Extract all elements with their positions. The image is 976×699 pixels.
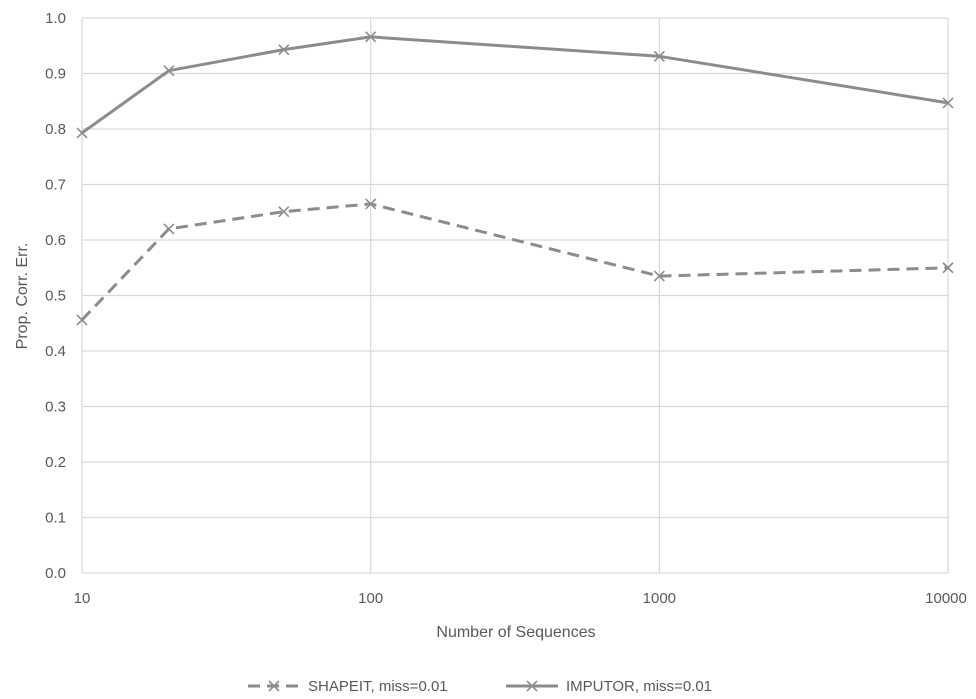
y-tick-label: 0.8 (45, 121, 66, 138)
data-point (653, 50, 665, 62)
x-tick-label: 10 (74, 590, 91, 607)
legend-label: IMPUTOR, miss=0.01 (566, 678, 712, 695)
y-tick-label: 0.4 (45, 343, 66, 360)
y-axis-title: Prop. Corr. Err. (14, 243, 31, 350)
data-point (365, 198, 377, 210)
axis-ticks: 0.0 0.1 0.2 0.3 0.4 0.5 0.6 0.7 0.8 0.9 1.0 10 100 10… (45, 10, 967, 607)
data-point (163, 65, 175, 77)
legend-item: IMPUTOR, miss=0.01 (506, 678, 712, 695)
data-point (526, 680, 538, 692)
grid-lines (81, 17, 949, 574)
data-point (76, 127, 88, 139)
legend-item: SHAPEIT, miss=0.01 (248, 678, 448, 695)
data-point (942, 97, 954, 109)
data-point (942, 262, 954, 274)
y-tick-label: 0.1 (45, 510, 66, 527)
y-tick-label: 0.6 (45, 232, 66, 249)
data-point (653, 270, 665, 282)
data-point (365, 31, 377, 43)
data-point (76, 314, 88, 326)
legend: SHAPEIT, miss=0.01 IMPUTOR, miss=0.01 (248, 678, 712, 695)
series-lines (76, 31, 954, 326)
y-tick-label: 0.7 (45, 177, 66, 194)
series-line-shapeit (80, 202, 949, 321)
x-tick-label: 100 (358, 590, 383, 607)
y-tick-label: 0.0 (45, 565, 66, 582)
data-point (278, 206, 290, 218)
y-tick-label: 0.2 (45, 454, 66, 471)
series-line-imputor (81, 35, 949, 135)
x-axis-title: Number of Sequences (436, 624, 595, 641)
x-tick-label: 10000 (925, 590, 967, 607)
y-tick-label: 0.5 (45, 288, 66, 305)
data-point (163, 223, 175, 235)
legend-label: SHAPEIT, miss=0.01 (308, 678, 448, 695)
x-tick-label: 1000 (643, 590, 676, 607)
y-tick-label: 0.3 (45, 399, 66, 416)
y-tick-label: 1.0 (45, 10, 66, 27)
data-point (268, 680, 280, 692)
y-tick-label: 0.9 (45, 66, 66, 83)
data-point (278, 44, 290, 56)
